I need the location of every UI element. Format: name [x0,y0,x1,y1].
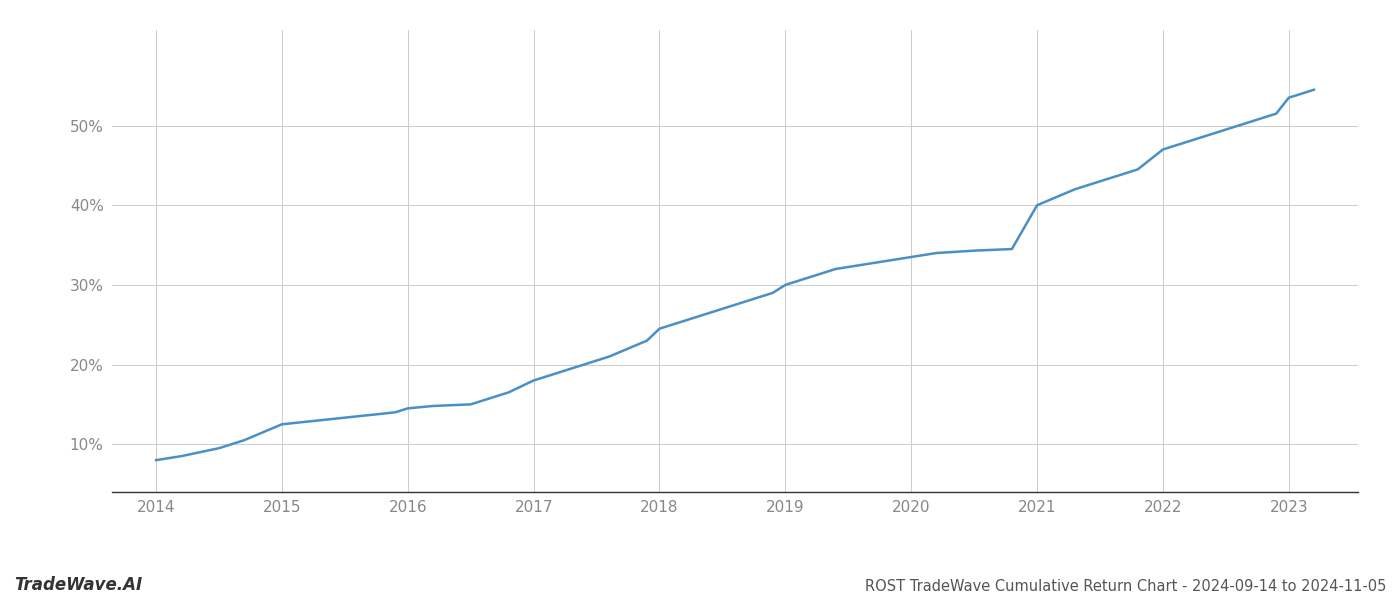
Text: ROST TradeWave Cumulative Return Chart - 2024-09-14 to 2024-11-05: ROST TradeWave Cumulative Return Chart -… [865,579,1386,594]
Text: TradeWave.AI: TradeWave.AI [14,576,143,594]
